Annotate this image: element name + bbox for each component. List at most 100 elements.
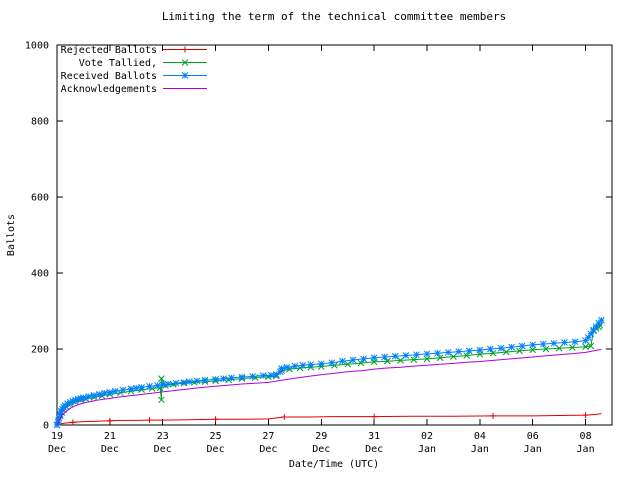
series-marker bbox=[158, 396, 165, 404]
series-marker bbox=[95, 390, 103, 398]
series-marker bbox=[138, 384, 145, 391]
legend-label: Received Ballots bbox=[61, 71, 157, 82]
plot-area: 0 200 400 600 800 1000 19 Dec 21 Dec 23 Dec 25 Dec 27 D… bbox=[25, 41, 613, 455]
series-marker bbox=[344, 360, 352, 368]
x-tick-month-label: Dec bbox=[154, 444, 172, 455]
series-marker bbox=[172, 379, 180, 387]
series-marker bbox=[56, 411, 64, 418]
legend-label: Rejected Ballots bbox=[61, 45, 157, 56]
series-marker bbox=[90, 392, 98, 399]
series-marker bbox=[69, 419, 76, 426]
series-marker bbox=[249, 373, 256, 380]
series-marker bbox=[410, 356, 418, 363]
series-marker bbox=[77, 395, 85, 402]
series-marker bbox=[371, 413, 378, 420]
y-tick-label: 200 bbox=[31, 345, 49, 356]
series-marker bbox=[487, 345, 494, 353]
series-marker bbox=[259, 372, 267, 379]
y-tick-label: 0 bbox=[43, 421, 49, 432]
series-marker bbox=[542, 345, 550, 353]
series-marker bbox=[529, 341, 537, 349]
x-tick-day-label: 21 bbox=[104, 431, 116, 442]
series-marker bbox=[106, 417, 113, 424]
series-marker bbox=[85, 393, 93, 400]
x-tick-day-label: 31 bbox=[368, 431, 380, 442]
x-tick-day-label: 06 bbox=[527, 431, 539, 442]
series-marker bbox=[598, 316, 605, 324]
series-marker bbox=[238, 373, 246, 381]
series-marker bbox=[397, 357, 404, 364]
chart-title: Limiting the term of the technical commi… bbox=[162, 10, 506, 23]
series-marker bbox=[111, 387, 119, 395]
series-marker bbox=[502, 348, 510, 356]
series-marker bbox=[328, 359, 336, 367]
x-tick-month-label: Jan bbox=[577, 444, 595, 455]
series-marker bbox=[146, 417, 153, 424]
series-marker bbox=[159, 381, 167, 389]
series-marker bbox=[582, 412, 589, 419]
x-tick-month-label: Dec bbox=[365, 444, 383, 455]
series-marker bbox=[69, 397, 77, 405]
series-line-rejected-ballots bbox=[56, 413, 602, 426]
x-tick-month-label: Jan bbox=[471, 444, 489, 455]
series-line-vote-tallied- bbox=[56, 325, 601, 426]
series-marker bbox=[587, 330, 595, 338]
series-marker bbox=[490, 412, 497, 419]
series-marker bbox=[182, 46, 188, 53]
series-marker bbox=[278, 365, 285, 372]
series-marker bbox=[550, 339, 558, 347]
x-tick-day-label: 25 bbox=[210, 431, 222, 442]
series-marker bbox=[61, 402, 69, 409]
legend-label: Vote Tallied, bbox=[79, 58, 157, 69]
series-marker bbox=[434, 349, 441, 357]
series-marker bbox=[281, 414, 288, 421]
series-marker bbox=[291, 362, 299, 370]
series-marker bbox=[555, 344, 563, 352]
y-tick-label: 600 bbox=[31, 193, 49, 204]
series-marker bbox=[402, 352, 410, 359]
x-tick-day-label: 08 bbox=[580, 431, 592, 442]
series-marker bbox=[360, 355, 367, 363]
series-marker bbox=[370, 354, 378, 362]
series-marker bbox=[497, 344, 505, 352]
series-marker bbox=[357, 359, 365, 367]
x-tick-month-label: Dec bbox=[48, 444, 66, 455]
plot-border bbox=[56, 44, 613, 426]
series-marker bbox=[185, 378, 193, 386]
series-marker bbox=[391, 352, 399, 360]
series-marker bbox=[193, 377, 201, 385]
y-tick-label: 1000 bbox=[25, 41, 49, 52]
series-marker bbox=[423, 350, 431, 358]
series-marker bbox=[180, 379, 188, 386]
series-marker bbox=[465, 347, 473, 355]
series-marker bbox=[529, 346, 537, 354]
series-marker bbox=[66, 398, 74, 406]
series-marker bbox=[592, 323, 600, 330]
series-marker bbox=[273, 371, 280, 378]
x-tick-month-label: Dec bbox=[312, 444, 330, 455]
series-marker bbox=[164, 380, 172, 388]
series-marker bbox=[201, 376, 209, 384]
series-marker bbox=[590, 326, 597, 334]
series-marker bbox=[127, 385, 135, 393]
series-marker bbox=[413, 351, 420, 359]
series-marker bbox=[571, 338, 579, 346]
series-marker bbox=[489, 349, 497, 357]
series-marker bbox=[154, 382, 161, 389]
series-marker bbox=[146, 382, 153, 390]
series-line-acknowledgements bbox=[56, 348, 602, 426]
series-marker bbox=[384, 357, 391, 365]
series-marker bbox=[106, 388, 114, 396]
x-tick-day-label: 27 bbox=[262, 431, 274, 442]
x-tick-day-label: 29 bbox=[315, 431, 327, 442]
x-tick-month-label: Jan bbox=[524, 444, 542, 455]
x-tick-day-label: 04 bbox=[474, 431, 486, 442]
series-marker bbox=[212, 416, 219, 423]
series-marker bbox=[72, 396, 79, 404]
x-tick-day-label: 19 bbox=[51, 431, 63, 442]
series-marker bbox=[158, 375, 165, 382]
series-marker bbox=[450, 353, 457, 360]
series-marker bbox=[516, 347, 523, 355]
series-marker bbox=[455, 348, 463, 356]
series-marker bbox=[283, 363, 291, 371]
